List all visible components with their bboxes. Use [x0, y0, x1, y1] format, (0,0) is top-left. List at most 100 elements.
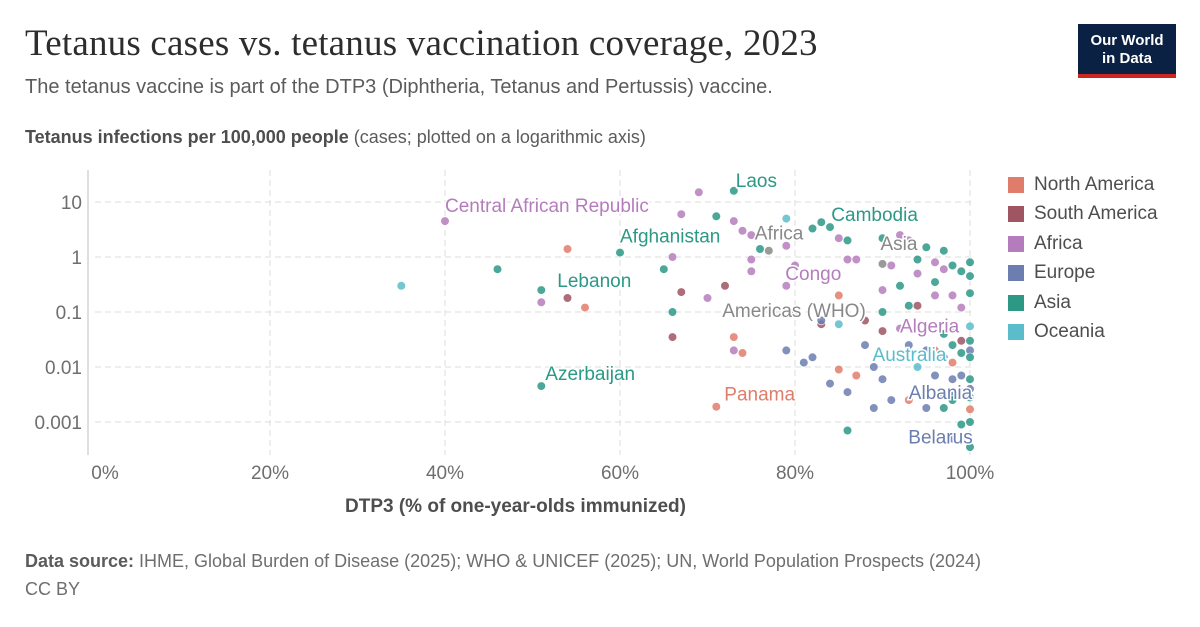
legend-item[interactable]: Africa	[1008, 229, 1158, 259]
scatter-point[interactable]	[834, 319, 844, 329]
scatter-point[interactable]	[694, 187, 704, 197]
owid-logo[interactable]: Our World in Data	[1078, 24, 1176, 78]
scatter-point[interactable]	[921, 403, 931, 413]
scatter-point[interactable]	[825, 222, 835, 232]
scatter-point[interactable]	[965, 442, 975, 452]
legend-item[interactable]: Europe	[1008, 259, 1158, 289]
scatter-point[interactable]	[834, 290, 844, 301]
scatter-point[interactable]	[886, 395, 896, 405]
scatter-point[interactable]	[939, 391, 949, 401]
scatter-point[interactable]	[562, 244, 573, 254]
scatter-point[interactable]	[877, 326, 888, 336]
scatter-point[interactable]	[562, 293, 573, 303]
scatter-point[interactable]	[842, 425, 853, 436]
scatter-point[interactable]	[877, 233, 888, 243]
scatter-point[interactable]	[930, 345, 940, 356]
scatter-point[interactable]	[396, 281, 406, 291]
scatter-point[interactable]	[912, 301, 923, 311]
scatter-point[interactable]	[956, 336, 966, 346]
scatter-point[interactable]	[851, 254, 861, 265]
scatter-point[interactable]	[965, 321, 975, 331]
scatter-point[interactable]	[781, 345, 791, 356]
scatter-point[interactable]	[536, 297, 546, 307]
scatter-point[interactable]	[659, 264, 669, 274]
scatter-point[interactable]	[956, 303, 966, 313]
scatter-point[interactable]	[807, 352, 818, 362]
scatter-point[interactable]	[912, 254, 923, 265]
scatter-point[interactable]	[930, 277, 940, 287]
legend-item[interactable]: North America	[1008, 170, 1158, 200]
scatter-point[interactable]	[580, 303, 590, 313]
scatter-point[interactable]	[799, 358, 809, 368]
scatter-point[interactable]	[965, 288, 975, 298]
scatter-point[interactable]	[947, 324, 958, 334]
scatter-point[interactable]	[965, 417, 975, 427]
scatter-point[interactable]	[842, 387, 853, 397]
scatter-point[interactable]	[764, 246, 774, 256]
scatter-point[interactable]	[877, 307, 888, 317]
scatter-point[interactable]	[877, 259, 888, 269]
scatter-point[interactable]	[869, 362, 879, 372]
scatter-point[interactable]	[781, 241, 791, 251]
scatter-point[interactable]	[912, 269, 923, 279]
scatter-point[interactable]	[729, 186, 739, 196]
scatter-point[interactable]	[895, 230, 905, 240]
scatter-point[interactable]	[790, 307, 800, 317]
scatter-point[interactable]	[904, 301, 914, 311]
scatter-point[interactable]	[939, 246, 949, 256]
scatter-point[interactable]	[956, 419, 966, 430]
scatter-point[interactable]	[947, 260, 958, 271]
scatter-point[interactable]	[956, 266, 966, 276]
scatter-point[interactable]	[536, 381, 546, 391]
legend-item[interactable]: South America	[1008, 200, 1158, 230]
scatter-point[interactable]	[746, 230, 756, 240]
scatter-point[interactable]	[860, 340, 870, 350]
scatter-point[interactable]	[536, 285, 546, 295]
scatter-point[interactable]	[729, 332, 739, 342]
scatter-point[interactable]	[965, 404, 975, 414]
scatter-point[interactable]	[956, 348, 966, 358]
scatter-point[interactable]	[956, 370, 966, 381]
scatter-point[interactable]	[965, 336, 975, 346]
scatter-point[interactable]	[729, 216, 739, 226]
scatter-point[interactable]	[729, 345, 739, 356]
scatter-point[interactable]	[816, 315, 826, 326]
scatter-point[interactable]	[440, 216, 450, 226]
scatter-point[interactable]	[939, 403, 949, 413]
scatter-point[interactable]	[965, 352, 975, 362]
scatter-point[interactable]	[895, 281, 905, 291]
legend-item[interactable]: Oceania	[1008, 318, 1158, 348]
scatter-point[interactable]	[965, 374, 975, 384]
scatter-point[interactable]	[947, 434, 958, 444]
scatter-point[interactable]	[834, 364, 844, 375]
scatter-point[interactable]	[904, 235, 914, 245]
scatter-point[interactable]	[956, 387, 966, 397]
scatter-point[interactable]	[930, 257, 940, 267]
scatter-point[interactable]	[834, 233, 844, 243]
scatter-point[interactable]	[895, 324, 905, 334]
scatter-point[interactable]	[746, 266, 756, 276]
legend-item[interactable]: Asia	[1008, 288, 1158, 318]
scatter-point[interactable]	[877, 374, 888, 384]
scatter-point[interactable]	[737, 348, 748, 358]
scatter-point[interactable]	[930, 290, 940, 301]
scatter-point[interactable]	[755, 244, 765, 254]
scatter-point[interactable]	[737, 226, 748, 236]
scatter-point[interactable]	[667, 332, 678, 342]
scatter-point[interactable]	[842, 254, 853, 265]
scatter-point[interactable]	[807, 223, 818, 234]
scatter-point[interactable]	[939, 352, 949, 362]
scatter-point[interactable]	[676, 287, 686, 297]
scatter-point[interactable]	[825, 379, 835, 389]
scatter-point[interactable]	[667, 307, 678, 317]
scatter-point[interactable]	[904, 395, 914, 405]
scatter-point[interactable]	[676, 209, 686, 219]
scatter-point[interactable]	[886, 260, 896, 271]
scatter-point[interactable]	[615, 248, 625, 258]
scatter-point[interactable]	[921, 242, 931, 252]
scatter-point[interactable]	[947, 290, 958, 301]
scatter-point[interactable]	[965, 257, 975, 267]
scatter-point[interactable]	[939, 264, 949, 274]
scatter-point[interactable]	[790, 260, 800, 271]
scatter-point[interactable]	[965, 392, 975, 403]
